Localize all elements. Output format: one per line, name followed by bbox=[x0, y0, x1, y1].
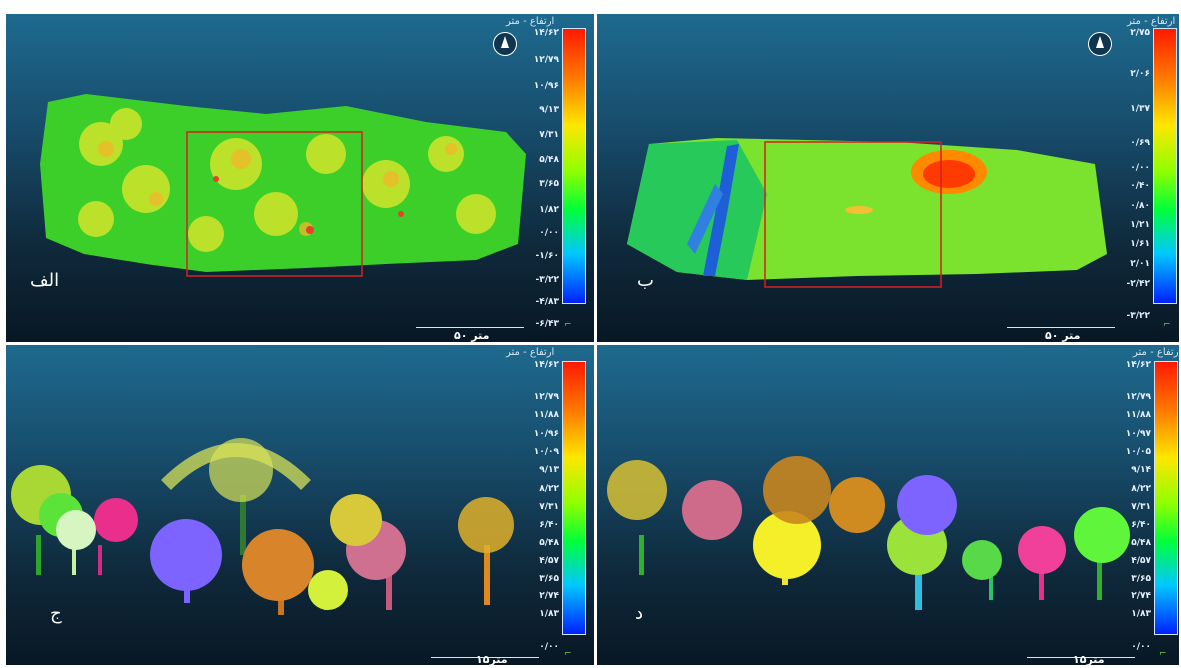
tick-label: ۵/۴۸ bbox=[1131, 538, 1151, 548]
tick-label: ۱۱/۸۸ bbox=[1125, 410, 1151, 420]
axes-icon: ⌐ bbox=[1163, 320, 1171, 330]
tick-label: ۲/۰۶ bbox=[1130, 69, 1150, 79]
scale-label: ۱۵متر bbox=[1073, 653, 1105, 665]
tick-label: ۰/۰۰ bbox=[1130, 163, 1150, 173]
tick-label: ۱/۸۳ bbox=[1131, 609, 1151, 619]
tick-label: ۷/۳۱ bbox=[1131, 502, 1151, 512]
tick-label: ۰/۰۰ bbox=[539, 228, 559, 238]
scale-bar bbox=[1027, 657, 1135, 658]
tick-label: -۴/۸۳ bbox=[535, 297, 559, 307]
tick-label: ۱۱/۸۸ bbox=[533, 410, 559, 420]
tick-label: ۱/۶۱ bbox=[1130, 239, 1150, 249]
tick-label: ۷/۳۱ bbox=[539, 130, 559, 140]
tick-label: ۲/۷۴ bbox=[1131, 591, 1151, 601]
scale-label: ۵۰ متر bbox=[454, 329, 490, 342]
panel-letter: د bbox=[635, 603, 644, 624]
tick-label: -۳/۲۲ bbox=[1126, 311, 1150, 321]
panel-dal: ارتفاع - متر ۱۴/۶۲ ۱۲/۷۹ ۱۱/۸۸ ۱۰/۹۷ ۱۰/… bbox=[597, 345, 1179, 665]
tick-label: ۰/۶۹ bbox=[1130, 138, 1150, 148]
scale-bar bbox=[1007, 327, 1115, 328]
tick-label: ۱۰/۹۶ bbox=[533, 429, 559, 439]
axes-icon: ⌐ bbox=[1159, 649, 1167, 659]
panel-be: ارتفاع - متر ۲/۷۵ ۲/۰۶ ۱/۳۷ ۰/۶۹ ۰/۰۰ ۰/… bbox=[597, 14, 1179, 342]
tick-label: ۱۰/۰۹ bbox=[533, 447, 559, 457]
tick-label: ۵/۴۸ bbox=[539, 538, 559, 548]
tick-label: ۸/۲۲ bbox=[1131, 484, 1151, 494]
color-scale-bar bbox=[1154, 361, 1178, 635]
tick-label: ۹/۱۳ bbox=[539, 105, 559, 115]
tick-label: ۳/۶۵ bbox=[539, 574, 559, 584]
tick-label: ۱۰/۹۶ bbox=[533, 81, 559, 91]
tick-label: ۱۲/۷۹ bbox=[533, 55, 559, 65]
scale-bar bbox=[416, 327, 524, 328]
color-scale-ticks: ۱۴/۶۲ ۱۲/۷۹ ۱۱/۸۸ ۱۰/۹۶ ۱۰/۰۹ ۹/۱۳ ۸/۲۲ … bbox=[499, 360, 559, 652]
scale-bar bbox=[431, 657, 539, 658]
point-cloud-aerial-1 bbox=[40, 94, 526, 277]
compass-icon bbox=[493, 32, 517, 56]
height-label: ارتفاع - متر bbox=[1127, 16, 1176, 27]
panel-letter: ج bbox=[50, 603, 62, 624]
tick-label: ۱/۸۲ bbox=[539, 205, 559, 215]
tick-label: ۰/۰۰ bbox=[1131, 642, 1151, 652]
color-scale-bar bbox=[562, 361, 586, 635]
tick-label: ۰/۸۰ bbox=[1130, 201, 1150, 211]
tree-point-cloud-2 bbox=[607, 456, 1130, 610]
tick-label: ۲/۷۴ bbox=[539, 591, 559, 601]
tick-label: ۱/۸۳ bbox=[539, 609, 559, 619]
tick-label: ۰/۰۰ bbox=[539, 642, 559, 652]
panel-letter: ب bbox=[637, 270, 654, 291]
color-scale-ticks: ۱۴/۶۲ ۱۲/۷۹ ۱۱/۸۸ ۱۰/۹۷ ۱۰/۰۵ ۹/۱۴ ۸/۲۲ … bbox=[1091, 360, 1151, 652]
panel-alef: ارتفاع - متر ۱۴/۶۲ ۱۲/۷۹ ۱۰/۹۶ ۹/۱۳ ۷/۳۱… bbox=[6, 14, 594, 342]
tick-label: ۴/۵۷ bbox=[539, 556, 559, 566]
tick-label: -۲/۴۲ bbox=[1126, 279, 1150, 289]
tick-label: ۱/۲۱ bbox=[1130, 220, 1150, 230]
tick-label: ۲/۷۵ bbox=[1130, 28, 1150, 38]
tick-label: -۶/۴۳ bbox=[535, 319, 559, 329]
tick-label: ۹/۱۴ bbox=[1131, 465, 1151, 475]
tick-label: ۳/۶۵ bbox=[539, 179, 559, 189]
tick-label: ۱۰/۹۷ bbox=[1125, 429, 1151, 439]
tree-point-cloud-1 bbox=[11, 438, 514, 615]
tick-label: ۱۰/۰۵ bbox=[1125, 447, 1151, 457]
panel-letter: الف bbox=[30, 270, 60, 291]
color-scale-ticks: ۲/۷۵ ۲/۰۶ ۱/۳۷ ۰/۶۹ ۰/۰۰ ۰/۴۰ ۰/۸۰ ۱/۲۱ … bbox=[1090, 28, 1150, 321]
tick-label: ۱۲/۷۹ bbox=[1125, 392, 1151, 402]
tick-label: ۱/۳۷ bbox=[1130, 104, 1150, 114]
axes-icon: ⌐ bbox=[564, 649, 572, 659]
tick-label: ۲/۰۱ bbox=[1130, 259, 1150, 269]
highlight-box bbox=[764, 141, 942, 288]
tick-label: ۸/۲۲ bbox=[539, 484, 559, 494]
panel-jim: ارتفاع - متر ۱۴/۶۲ ۱۲/۷۹ ۱۱/۸۸ ۱۰/۹۶ ۱۰/… bbox=[6, 345, 594, 665]
height-label: ارتفاع - متر bbox=[506, 347, 555, 358]
scale-label: ۱۵متر bbox=[476, 653, 508, 665]
axes-icon: ⌐ bbox=[564, 320, 572, 330]
tick-label: ۷/۳۱ bbox=[539, 502, 559, 512]
tick-label: ۱۴/۶۲ bbox=[1125, 360, 1151, 370]
tick-label: ۱۴/۶۲ bbox=[533, 360, 559, 370]
highlight-box bbox=[186, 131, 363, 277]
tick-label: ۱۴/۶۲ bbox=[533, 28, 559, 38]
height-label: ارتفاع - متر bbox=[1133, 347, 1179, 358]
color-scale-bar bbox=[1153, 28, 1177, 304]
tick-label: -۱/۶۰ bbox=[535, 251, 559, 261]
point-cloud-aerial-2 bbox=[627, 138, 1107, 288]
tick-label: ۳/۶۵ bbox=[1131, 574, 1151, 584]
tick-label: ۴/۵۷ bbox=[1131, 556, 1151, 566]
tick-label: ۶/۴۰ bbox=[1131, 520, 1151, 530]
tick-label: ۹/۱۳ bbox=[539, 465, 559, 475]
tick-label: -۳/۲۲ bbox=[535, 275, 559, 285]
compass-icon bbox=[1088, 32, 1112, 56]
height-label: ارتفاع - متر bbox=[506, 16, 555, 27]
color-scale-bar bbox=[562, 28, 586, 304]
tick-label: ۰/۴۰ bbox=[1130, 181, 1150, 191]
tick-label: ۶/۴۰ bbox=[539, 520, 559, 530]
scale-label: ۵۰ متر bbox=[1045, 329, 1081, 342]
tick-label: ۱۲/۷۹ bbox=[533, 392, 559, 402]
color-scale-ticks: ۱۴/۶۲ ۱۲/۷۹ ۱۰/۹۶ ۹/۱۳ ۷/۳۱ ۵/۴۸ ۳/۶۵ ۱/… bbox=[499, 28, 559, 329]
tick-label: ۵/۴۸ bbox=[539, 155, 559, 165]
